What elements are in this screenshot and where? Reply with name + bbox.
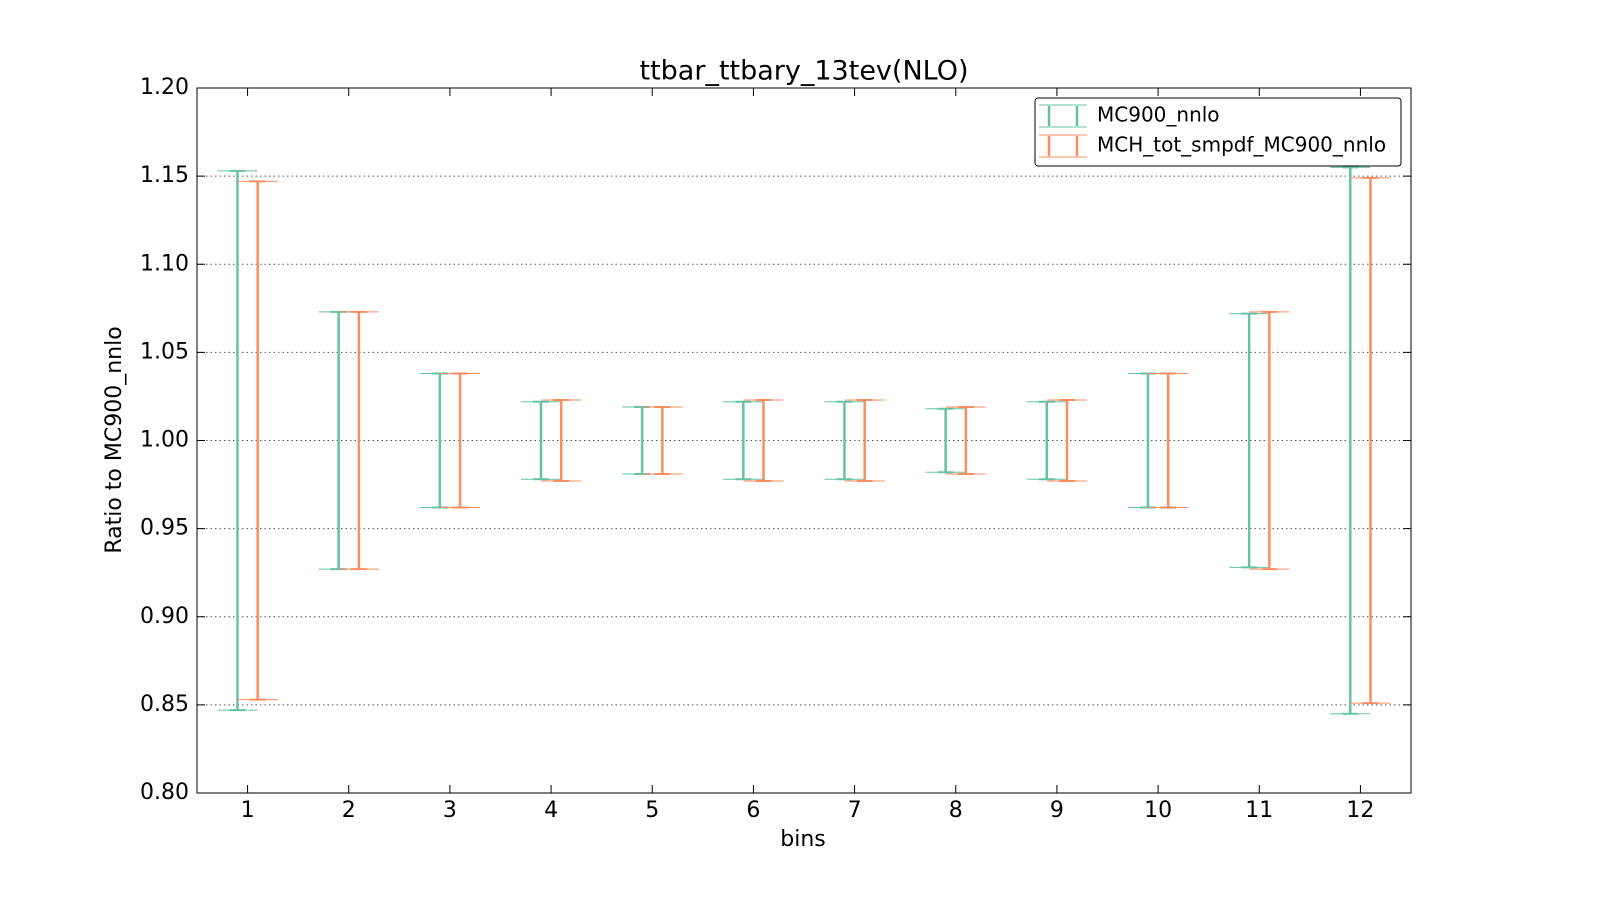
y-axis-label: Ratio to MC900_nnlo: [102, 326, 127, 553]
y-tick-label: 1.20: [140, 75, 189, 100]
x-tick-label: 4: [544, 798, 558, 823]
legend-label: MCH_tot_smpdf_MC900_nnlo: [1097, 133, 1386, 157]
error-bar: [1330, 166, 1371, 715]
error-bar: [1350, 176, 1391, 705]
error-bar: [1047, 398, 1088, 483]
error-bar: [520, 400, 561, 481]
x-tick-label: 9: [1050, 798, 1064, 823]
error-bar: [925, 407, 966, 474]
error-bar: [844, 398, 885, 483]
y-tick-label: 0.80: [140, 780, 189, 805]
x-tick-label: 3: [443, 798, 457, 823]
plot-frame: [196, 87, 1412, 794]
legend-box: [1034, 97, 1402, 167]
y-tick-label: 1.15: [140, 163, 189, 188]
error-bar: [440, 372, 481, 509]
error-bar: [217, 169, 258, 712]
y-tick-label: 1.00: [140, 428, 189, 453]
x-tick-label: 10: [1144, 798, 1172, 823]
y-tick-label: 0.90: [140, 604, 189, 629]
legend: MC900_nnlo MCH_tot_smpdf_MC900_nnlo: [1034, 97, 1402, 167]
x-tick-label: 6: [746, 798, 760, 823]
y-tick-label: 0.95: [140, 516, 189, 541]
chart-title: ttbar_ttbary_13tev(NLO): [639, 56, 968, 87]
error-bar: [338, 310, 379, 571]
error-bar: [318, 310, 359, 571]
x-tick-label: 8: [949, 798, 963, 823]
error-bar: [743, 398, 784, 483]
error-bar: [945, 406, 986, 475]
x-tick-label: 12: [1346, 798, 1374, 823]
x-tick-label: 1: [241, 798, 255, 823]
x-axis-label: bins: [780, 827, 825, 852]
error-bar: [723, 400, 764, 481]
x-tick-label: 2: [342, 798, 356, 823]
error-bar: [1249, 310, 1290, 571]
x-tick-label: 5: [645, 798, 659, 823]
error-bar: [1026, 400, 1067, 481]
x-tick-label: 11: [1245, 798, 1273, 823]
x-tick-label: 7: [848, 798, 862, 823]
y-tick-label: 1.10: [140, 251, 189, 276]
y-tick-label: 1.05: [140, 339, 189, 364]
error-bar: [237, 180, 278, 701]
legend-label: MC900_nnlo: [1097, 103, 1220, 127]
error-bar: [1148, 372, 1189, 509]
error-bar: [541, 398, 582, 483]
error-bar: [642, 406, 683, 475]
y-tick-label: 0.85: [140, 692, 189, 717]
error-bar: [1229, 312, 1270, 569]
error-bar: [824, 400, 865, 481]
